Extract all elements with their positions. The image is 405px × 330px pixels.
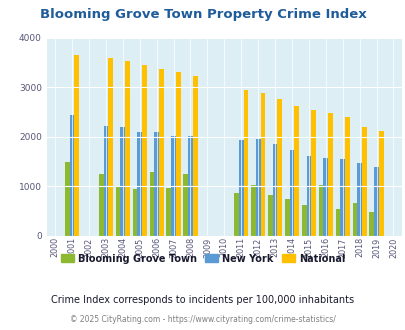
Bar [301,205,306,236]
Bar [294,106,298,236]
Legend: Blooming Grove Town, New York, National: Blooming Grove Town, New York, National [57,249,348,267]
Bar [183,174,188,236]
Bar [356,163,361,236]
Bar [344,117,349,236]
Bar [98,174,103,236]
Bar [323,158,327,236]
Bar [125,61,130,236]
Bar [318,185,323,236]
Bar [65,162,70,236]
Bar [369,212,373,236]
Bar [74,55,79,236]
Bar [260,93,264,236]
Bar [267,195,272,236]
Bar [159,69,163,236]
Text: Crime Index corresponds to incidents per 100,000 inhabitants: Crime Index corresponds to incidents per… [51,295,354,305]
Bar [284,199,289,236]
Bar [120,127,125,236]
Bar [373,167,378,236]
Bar [175,72,180,236]
Bar [142,65,147,236]
Bar [137,131,142,236]
Bar [192,76,197,236]
Bar [272,145,277,236]
Bar [166,188,171,236]
Bar [289,150,294,236]
Bar [352,203,356,236]
Bar [103,125,108,236]
Bar [70,115,74,236]
Text: © 2025 CityRating.com - https://www.cityrating.com/crime-statistics/: © 2025 CityRating.com - https://www.city… [70,315,335,324]
Bar [339,159,344,236]
Bar [238,140,243,236]
Bar [243,90,248,236]
Bar [327,113,332,236]
Bar [306,156,311,236]
Bar [132,189,137,236]
Bar [188,137,192,236]
Bar [171,137,175,236]
Bar [108,58,113,236]
Bar [154,132,159,236]
Bar [234,193,238,236]
Bar [361,127,366,236]
Bar [311,110,315,236]
Bar [149,172,154,236]
Bar [115,186,120,236]
Bar [277,99,281,236]
Bar [335,209,339,236]
Bar [255,139,260,236]
Bar [378,130,383,236]
Text: Blooming Grove Town Property Crime Index: Blooming Grove Town Property Crime Index [40,8,365,21]
Bar [250,185,255,236]
